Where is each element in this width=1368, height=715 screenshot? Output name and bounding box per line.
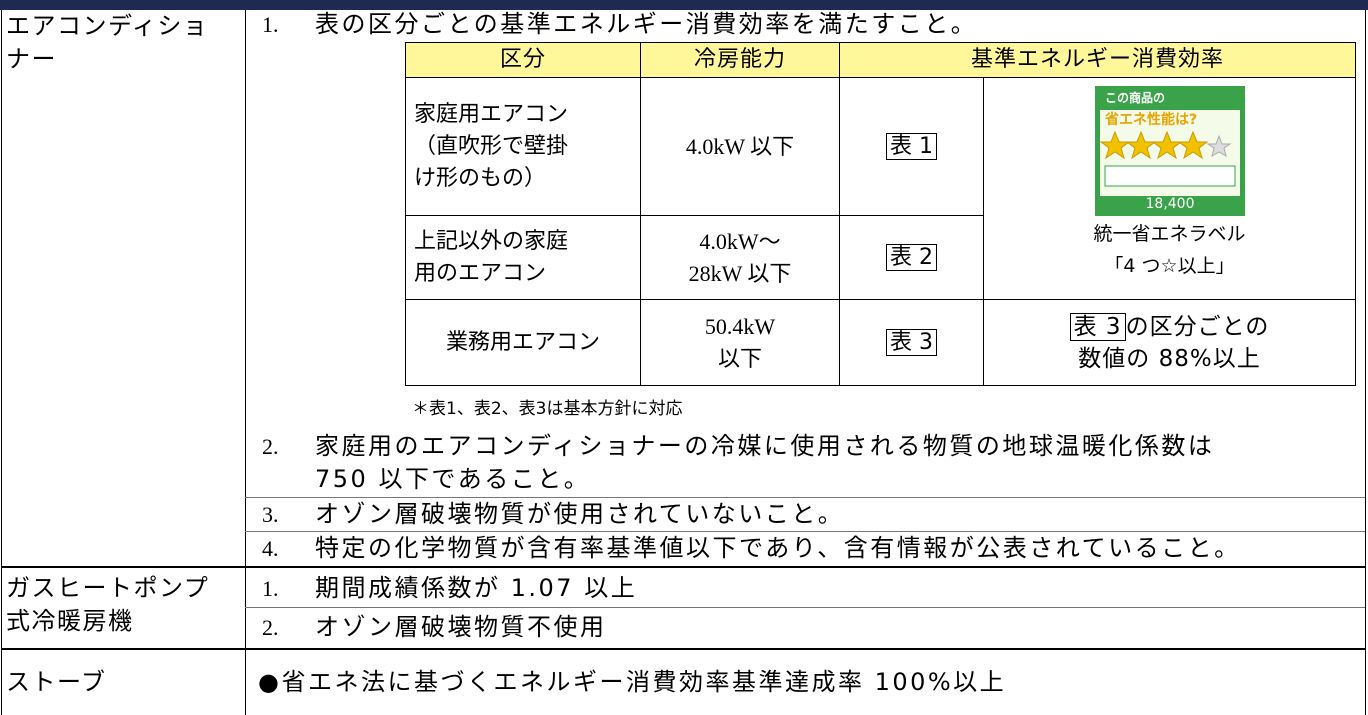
border xyxy=(245,10,246,715)
stars xyxy=(1099,130,1232,160)
capacity-cell: 4.0kW 以下 xyxy=(640,77,840,216)
item-number: 2. xyxy=(262,615,279,640)
category-text: 上記以外の家庭用のエアコン xyxy=(414,228,569,286)
header-cell: 冷房能力 xyxy=(640,42,840,78)
criteria-cell: 表 3 の区分ごとの 数値の 88%以上 xyxy=(983,299,1356,386)
label-condition: 「4 つ☆以上」 xyxy=(1104,255,1235,277)
row-label: エアコンディショナー xyxy=(6,12,209,73)
note: ＊表1、表2、表3は基本方針に対応 xyxy=(412,399,683,419)
item-border xyxy=(245,607,1365,608)
header-cell: 基準エネルギー消費効率 xyxy=(839,42,1356,78)
ref-box: 表 3 xyxy=(886,328,937,356)
criteria-text: の区分ごとの xyxy=(1125,313,1270,340)
label-amount: 18,400 xyxy=(1145,196,1194,212)
ref-box: 表 1 xyxy=(886,132,937,160)
category-cell: 家庭用エアコン（直吹形で壁掛け形のもの） xyxy=(405,77,641,216)
criteria-line: 表 3 の区分ごとの xyxy=(990,311,1349,343)
sub-table: 区分 冷房能力 基準エネルギー消費効率 家庭用エアコン（直吹形で壁掛け形のもの）… xyxy=(405,42,1356,386)
category-cell: 業務用エアコン xyxy=(405,299,641,386)
capacity-text: 4.0kW～28kW 以下 xyxy=(688,228,792,286)
item-number: 1. xyxy=(262,12,279,37)
item-text: 表の区分ごとの基準エネルギー消費効率を満たすこと。 xyxy=(315,10,978,38)
ref-cell: 表 3 xyxy=(839,299,984,386)
item-text: 家庭用のエアコンディショナーの冷媒に使用される物質の地球温暖化係数は750 以下… xyxy=(315,432,1215,493)
row-label: ガスヒートポンプ式冷暖房機 xyxy=(6,574,210,635)
criteria-line: 数値の 88%以上 xyxy=(1078,345,1261,372)
label-box xyxy=(1104,165,1235,187)
ref-box: 表 3 xyxy=(1069,312,1126,341)
ref-cell: 表 1 xyxy=(839,77,984,216)
header-cell: 区分 xyxy=(405,42,641,78)
capacity-cell: 4.0kW～28kW 以下 xyxy=(640,215,840,300)
category-text: 家庭用エアコン（直吹形で壁掛け形のもの） xyxy=(414,101,569,191)
label-cell: この商品の 省エネ性能は? 18,400 統一省エネラベル 「4 つ☆以上」 xyxy=(983,77,1356,300)
row-label: ストーブ xyxy=(6,668,107,696)
label-title: 省エネ性能は? xyxy=(1104,111,1197,128)
ref-box: 表 2 xyxy=(886,243,937,271)
item-text: 特定の化学物質が含有率基準値以下であり、含有情報が公表されていること。 xyxy=(315,534,1241,562)
item-text: オゾン層破壊物質不使用 xyxy=(315,613,607,641)
row-border xyxy=(1,566,1366,568)
item-text: 期間成績係数が 1.07 以上 xyxy=(315,574,638,602)
item-number: 1. xyxy=(262,576,279,601)
top-bar xyxy=(0,0,1368,10)
capacity-cell: 50.4kW 以下 xyxy=(640,299,840,386)
border xyxy=(1365,10,1366,715)
item-number: 2. xyxy=(262,434,279,459)
item-border xyxy=(245,531,1365,532)
item-number: 3. xyxy=(262,502,279,527)
border xyxy=(1,10,2,715)
row-border xyxy=(1,648,1366,650)
ref-cell: 表 2 xyxy=(839,215,984,300)
row-text: ●省エネ法に基づくエネルギー消費効率基準達成率 100%以上 xyxy=(258,668,1007,696)
energy-label-image: この商品の 省エネ性能は? 18,400 xyxy=(1094,86,1245,216)
item-number: 4. xyxy=(262,536,279,561)
label-caption: 統一省エネラベル xyxy=(1093,223,1246,245)
category-cell: 上記以外の家庭用のエアコン xyxy=(405,215,641,300)
capacity-text: 50.4kW 以下 xyxy=(704,313,776,371)
item-text: オゾン層破壊物質が使用されていないこと。 xyxy=(315,500,845,528)
label-title: この商品の xyxy=(1105,90,1165,105)
item-border xyxy=(245,497,1365,498)
